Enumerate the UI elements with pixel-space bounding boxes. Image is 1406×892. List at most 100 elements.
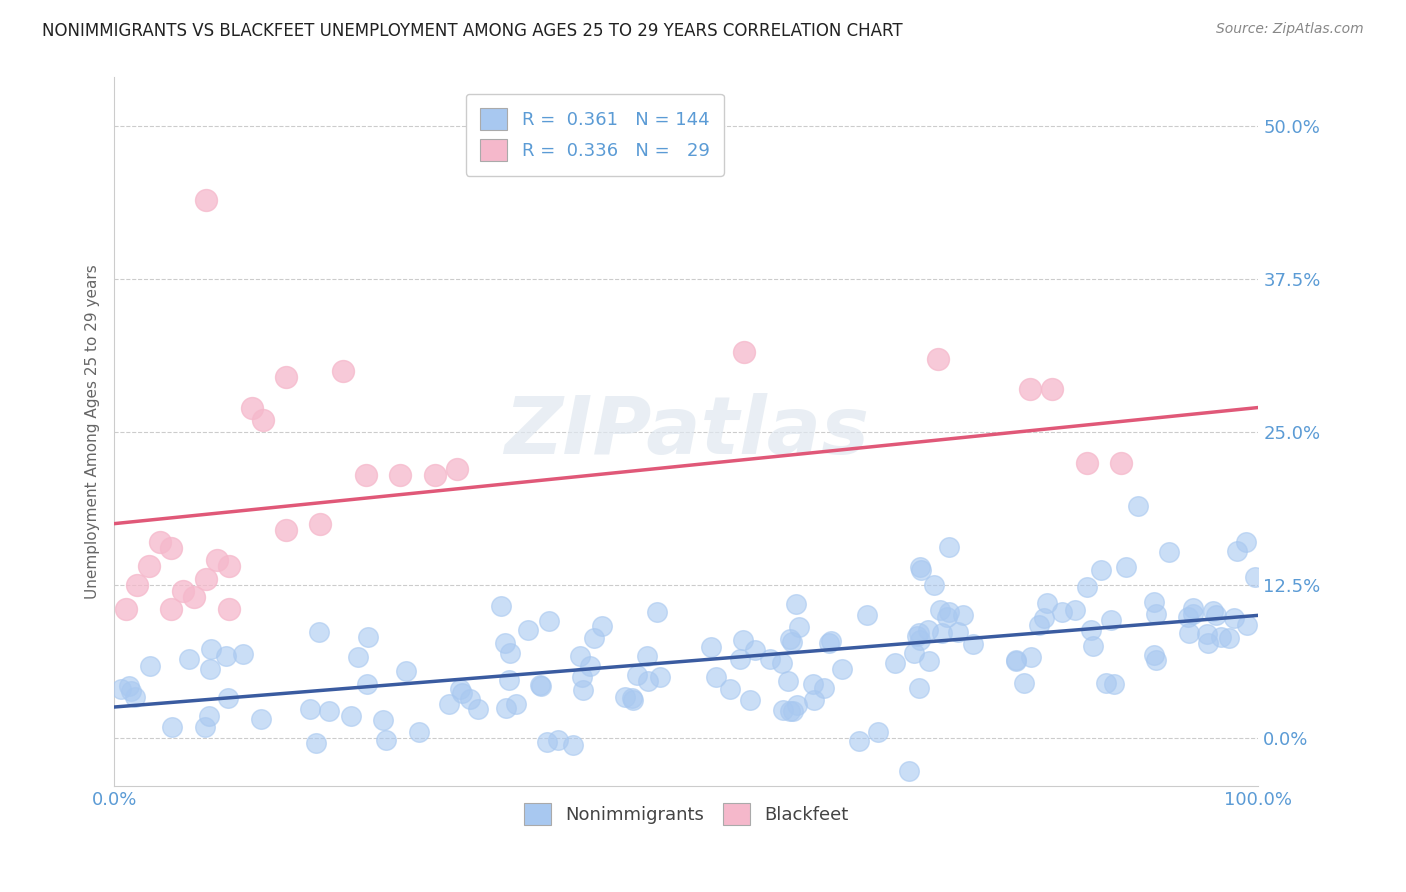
Point (831, 661, 853, 675)
Point (139, 658, 162, 673)
Point (744, 643, 766, 657)
Point (240, 401, 263, 415)
Point (160, 602, 183, 616)
Point (579, 659, 602, 673)
Point (704, 670, 727, 684)
Point (332, 364, 354, 378)
Point (529, 677, 551, 691)
Point (779, 704, 801, 718)
Point (1197, 626, 1219, 640)
Point (952, 608, 974, 623)
Text: ZIPatlas: ZIPatlas (503, 393, 869, 471)
Point (1005, 653, 1028, 667)
Y-axis label: Unemployment Among Ages 25 to 29 years: Unemployment Among Ages 25 to 29 years (86, 265, 100, 599)
Point (728, 651, 751, 665)
Point (818, 635, 841, 649)
Point (250, 712, 273, 726)
Point (1236, 618, 1258, 632)
Point (645, 605, 668, 619)
Point (733, 632, 755, 647)
Point (855, 608, 877, 623)
Point (782, 704, 804, 718)
Point (1005, 654, 1028, 668)
Point (458, 692, 481, 706)
Point (948, 624, 970, 639)
Point (340, 709, 363, 723)
Point (1144, 653, 1167, 667)
Point (571, 670, 593, 684)
Point (446, 461, 468, 475)
Point (172, 583, 194, 598)
Legend: Nonimmigrants, Blackfeet: Nonimmigrants, Blackfeet (515, 794, 858, 834)
Point (309, 516, 332, 531)
Point (274, 370, 297, 384)
Point (537, 614, 560, 628)
Point (1177, 610, 1199, 624)
Point (198, 662, 221, 676)
Point (1076, 456, 1098, 470)
Point (1033, 610, 1056, 624)
Point (1205, 608, 1227, 623)
Point (626, 667, 648, 681)
Point (1028, 617, 1050, 632)
Point (183, 590, 205, 604)
Point (1182, 607, 1205, 621)
Point (927, 351, 949, 366)
Point (1095, 676, 1118, 690)
Point (347, 650, 370, 665)
Point (910, 560, 932, 574)
Point (938, 540, 960, 554)
Point (621, 690, 644, 705)
Point (908, 626, 931, 640)
Point (118, 679, 141, 693)
Point (437, 697, 460, 711)
Point (1182, 601, 1205, 615)
Point (813, 681, 835, 695)
Point (1234, 535, 1257, 549)
Point (582, 631, 605, 645)
Point (820, 633, 842, 648)
Point (495, 700, 517, 714)
Point (868, 724, 890, 739)
Point (938, 605, 960, 619)
Point (928, 603, 950, 617)
Point (1115, 560, 1137, 574)
Point (1019, 649, 1042, 664)
Point (160, 720, 183, 734)
Point (357, 630, 380, 644)
Point (114, 602, 136, 616)
Text: NONIMMIGRANTS VS BLACKFEET UNEMPLOYMENT AMONG AGES 25 TO 29 YEARS CORRELATION CH: NONIMMIGRANTS VS BLACKFEET UNEMPLOYMENT … (42, 22, 903, 40)
Point (1012, 675, 1035, 690)
Point (910, 563, 932, 577)
Point (1109, 456, 1132, 470)
Point (1209, 630, 1232, 644)
Point (801, 677, 824, 691)
Point (356, 676, 378, 690)
Point (498, 673, 520, 687)
Point (374, 733, 396, 747)
Point (149, 535, 172, 549)
Point (962, 637, 984, 651)
Point (803, 693, 825, 707)
Point (637, 673, 659, 688)
Point (1050, 605, 1073, 619)
Point (205, 553, 228, 567)
Point (568, 649, 591, 664)
Point (1143, 648, 1166, 662)
Point (908, 633, 931, 648)
Point (848, 734, 870, 748)
Point (787, 620, 810, 634)
Point (786, 698, 808, 712)
Point (1197, 636, 1219, 650)
Point (931, 625, 953, 640)
Point (423, 467, 446, 482)
Point (917, 623, 939, 637)
Point (299, 701, 322, 715)
Point (1178, 625, 1201, 640)
Point (648, 670, 671, 684)
Point (274, 523, 297, 537)
Point (780, 635, 803, 649)
Point (354, 467, 377, 482)
Point (785, 597, 807, 611)
Point (138, 559, 160, 574)
